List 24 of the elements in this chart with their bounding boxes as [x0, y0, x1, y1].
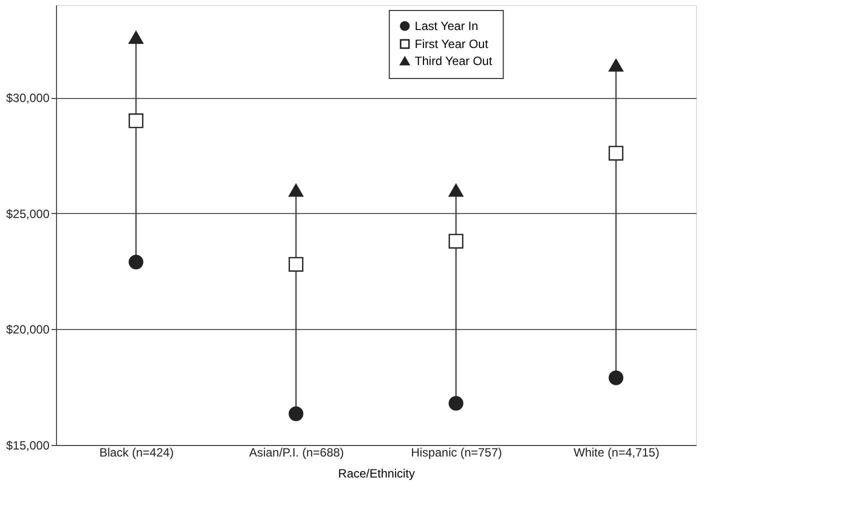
point — [128, 113, 144, 128]
x-axis-title: Race/Ethnicity — [338, 466, 415, 480]
legend-label: Last Year In — [414, 19, 478, 33]
legend-label: Third Year Out — [414, 54, 493, 68]
point — [128, 254, 144, 270]
point — [128, 30, 144, 44]
x-tick-label: Black (n=424) — [99, 446, 174, 460]
point — [448, 184, 464, 197]
point — [608, 58, 624, 72]
point — [448, 396, 464, 411]
point — [288, 184, 304, 197]
y-tick-label: $30,000 — [6, 91, 50, 106]
y-tick-label: $20,000 — [6, 322, 50, 337]
y-tick-label: $15,000 — [6, 438, 50, 452]
point — [608, 370, 624, 386]
y-tick-label: $25,000 — [6, 206, 50, 221]
x-tick-label: White (n=4,715) — [574, 446, 660, 460]
point — [608, 146, 624, 161]
legend-label: First Year Out — [414, 37, 489, 51]
point — [288, 406, 304, 422]
x-tick-label: Hispanic (n=757) — [410, 446, 502, 460]
point — [448, 234, 464, 249]
x-tick-label: Asian/P.I. (n=688) — [249, 446, 344, 460]
point — [288, 257, 304, 272]
